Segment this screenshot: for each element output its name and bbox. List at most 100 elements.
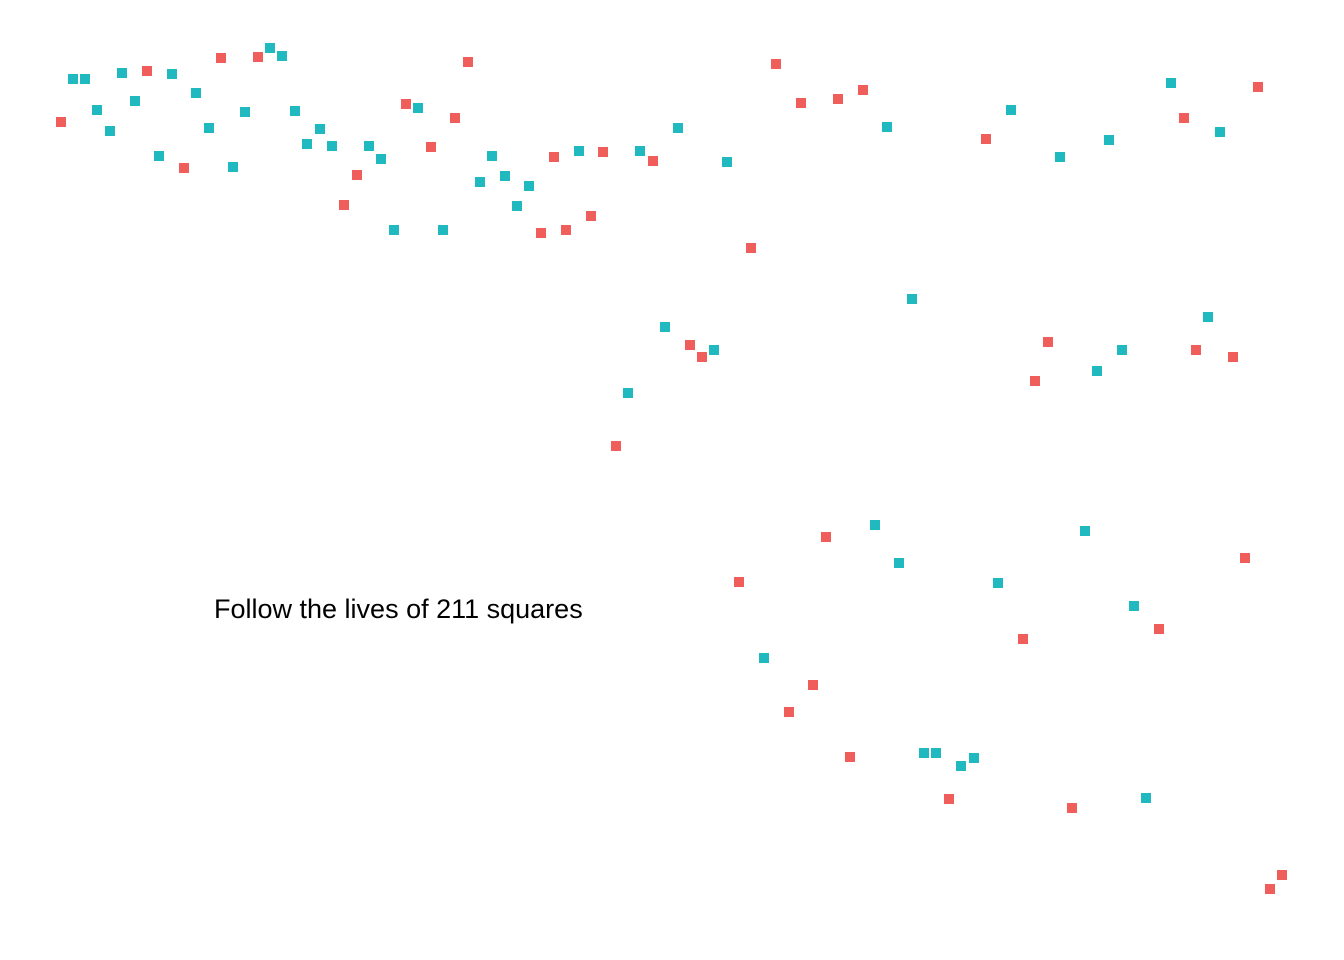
square-point	[784, 707, 794, 717]
square-point	[821, 532, 831, 542]
square-point	[265, 43, 275, 53]
square-point	[475, 177, 485, 187]
square-point	[870, 520, 880, 530]
square-point	[339, 200, 349, 210]
square-point	[1203, 312, 1213, 322]
chart-annotation: Follow the lives of 211 squares	[214, 594, 583, 624]
square-point	[179, 163, 189, 173]
square-point	[1018, 634, 1028, 644]
square-point	[1043, 337, 1053, 347]
square-point	[746, 243, 756, 253]
square-point	[117, 68, 127, 78]
square-point	[697, 352, 707, 362]
square-point	[734, 577, 744, 587]
square-point	[1228, 352, 1238, 362]
square-point	[315, 124, 325, 134]
square-point	[487, 151, 497, 161]
square-point	[759, 653, 769, 663]
square-point	[327, 141, 337, 151]
square-point	[463, 57, 473, 67]
square-point	[92, 105, 102, 115]
square-point	[364, 141, 374, 151]
square-point	[611, 441, 621, 451]
square-point	[981, 134, 991, 144]
square-point	[389, 225, 399, 235]
square-point	[1067, 803, 1077, 813]
square-point	[401, 99, 411, 109]
square-point	[586, 211, 596, 221]
square-point	[1006, 105, 1016, 115]
square-point	[907, 294, 917, 304]
square-point	[105, 126, 115, 136]
square-point	[722, 157, 732, 167]
square-point	[1080, 526, 1090, 536]
square-point	[1055, 152, 1065, 162]
square-point	[80, 74, 90, 84]
square-point	[808, 680, 818, 690]
square-point	[413, 103, 423, 113]
square-point	[969, 753, 979, 763]
square-point	[438, 225, 448, 235]
square-point	[1215, 127, 1225, 137]
square-point	[191, 88, 201, 98]
square-point	[512, 201, 522, 211]
square-point	[277, 51, 287, 61]
square-point	[1129, 601, 1139, 611]
square-point	[1191, 345, 1201, 355]
square-point	[845, 752, 855, 762]
square-point	[685, 340, 695, 350]
square-point	[833, 94, 843, 104]
square-point	[882, 122, 892, 132]
square-point	[1277, 870, 1287, 880]
square-point	[709, 345, 719, 355]
square-point	[426, 142, 436, 152]
square-point	[549, 152, 559, 162]
square-point	[253, 52, 263, 62]
square-point	[500, 171, 510, 181]
points-layer	[56, 43, 1287, 894]
square-point	[894, 558, 904, 568]
square-point	[290, 106, 300, 116]
square-point	[771, 59, 781, 69]
square-point	[1154, 624, 1164, 634]
square-point	[1141, 793, 1151, 803]
square-point	[450, 113, 460, 123]
square-point	[228, 162, 238, 172]
square-point	[956, 761, 966, 771]
square-point	[673, 123, 683, 133]
square-point	[993, 578, 1003, 588]
square-point	[68, 74, 78, 84]
square-point	[561, 225, 571, 235]
square-point	[635, 146, 645, 156]
square-point	[919, 748, 929, 758]
square-point	[524, 181, 534, 191]
square-point	[536, 228, 546, 238]
square-point	[302, 139, 312, 149]
square-point	[796, 98, 806, 108]
square-point	[1030, 376, 1040, 386]
square-point	[240, 107, 250, 117]
square-point	[154, 151, 164, 161]
square-point	[858, 85, 868, 95]
square-point	[1179, 113, 1189, 123]
square-point	[167, 69, 177, 79]
square-point	[623, 388, 633, 398]
square-point	[660, 322, 670, 332]
square-point	[1265, 884, 1275, 894]
square-point	[574, 146, 584, 156]
square-point	[1240, 553, 1250, 563]
square-point	[142, 66, 152, 76]
square-point	[648, 156, 658, 166]
square-point	[1253, 82, 1263, 92]
square-point	[1104, 135, 1114, 145]
square-point	[944, 794, 954, 804]
square-point	[216, 53, 226, 63]
square-point	[931, 748, 941, 758]
square-point	[130, 96, 140, 106]
square-point	[1117, 345, 1127, 355]
square-point	[204, 123, 214, 133]
square-point	[56, 117, 66, 127]
square-point	[376, 154, 386, 164]
